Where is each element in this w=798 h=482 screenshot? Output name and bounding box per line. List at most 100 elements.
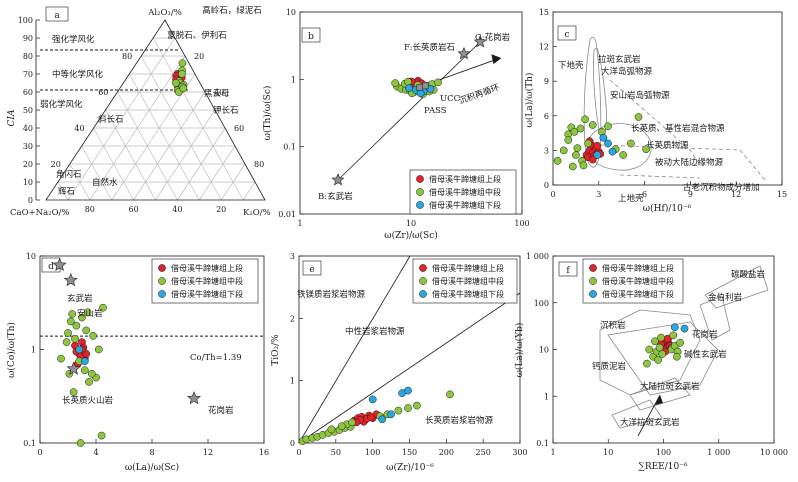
x-tick-label: 100 — [656, 448, 671, 457]
panel-e-points — [298, 386, 454, 445]
y-tick-label: 10 — [539, 346, 549, 355]
panel-e-xlabel: ω(Zr)/10⁻⁶ — [386, 462, 434, 473]
reference-star — [473, 35, 487, 48]
ref-label-ucc: UCC — [440, 94, 460, 104]
grid-line-cn — [93, 127, 134, 201]
y-tick-label: 3 — [544, 146, 549, 155]
base-tick-label: 60 — [129, 205, 139, 214]
legend-marker — [158, 290, 166, 298]
field-ocean-tholeiite: 大洋拉斑玄武岩 — [620, 417, 680, 428]
data-point — [337, 422, 346, 431]
cia-tick-label: 30 — [23, 142, 33, 151]
field-mixed-source: 长英质、基性岩混合物源 — [631, 123, 725, 134]
panel-a-label: a — [54, 11, 60, 21]
y-tick-label: 2 — [290, 314, 295, 323]
data-point — [570, 128, 579, 136]
data-point — [76, 439, 85, 447]
field-andesite-arc: 安山岩岛弧物源 — [610, 90, 670, 101]
data-point — [588, 155, 597, 164]
field-calcareous-mudstone: 钙质泥岩 — [592, 361, 627, 372]
panel-b-axes: 1 10 100 0.01 0.1 1 10 — [278, 8, 529, 228]
grid-line-k — [155, 109, 216, 201]
panel-e-label-box — [302, 260, 322, 276]
x-tick-label: 0 — [550, 190, 555, 199]
panel-c-ylabel: ω(La)/ω(Th) — [524, 73, 535, 128]
field-sedimentary: 沉积岩 — [600, 320, 626, 331]
x-tick-label: 150 — [402, 448, 417, 457]
data-point — [593, 141, 602, 150]
reference-star — [187, 391, 201, 405]
grid-line-k — [199, 145, 236, 201]
field-kimberlite: 金伯利岩 — [708, 292, 743, 303]
panel-f-label-box — [558, 261, 578, 277]
legend-marker — [589, 290, 597, 298]
panel-d-label: d — [48, 262, 54, 272]
y-tick-label: 15 — [539, 8, 549, 17]
cia-tick-label: 80 — [23, 52, 33, 61]
data-point — [559, 146, 568, 155]
mineral-kaolinite: 高岭石，绿泥石 — [202, 5, 262, 16]
data-point — [367, 413, 376, 422]
x-tick-label: 4 — [93, 448, 98, 457]
cia-tick-label: 10 — [23, 178, 33, 187]
panel-b-ylabel: ω(Th)/ω(Sc) — [262, 86, 273, 141]
co-th-line-label: Co/Th=1.39 — [190, 353, 242, 363]
panel-e: e 0 50 100 150 200 250 300 0 1 2 3 ω(Zr)/10⁻⁶ TiO₂… — [271, 252, 528, 473]
x-tick-label: 1 000 — [707, 448, 730, 457]
legend-marker — [158, 277, 166, 285]
ref-label-felsic-volcanic: 长英质火山岩 — [62, 395, 114, 406]
y-tick-label: 0.01 — [278, 210, 296, 219]
ternary-tick-labels: 80 60 40 20 20 40 60 80 80 60 40 20 — [51, 52, 265, 214]
mafic-intermediate-boundary — [298, 255, 411, 444]
data-point — [85, 378, 93, 386]
data-point — [57, 354, 65, 363]
y-tick-label: 3 — [290, 252, 295, 261]
panel-d-xlabel: ω(La)/ω(Sc) — [125, 462, 179, 473]
data-point — [64, 329, 72, 337]
data-point — [572, 151, 580, 159]
field-granite-f: 花岗岩 — [692, 329, 718, 340]
grid-line-cn — [105, 109, 156, 201]
data-point — [599, 133, 608, 142]
panel-b: b 1 10 100 0.01 0.1 1 10 ω(Zr)/ω(Sc) ω(Th)/ω(S… — [262, 8, 530, 241]
data-point — [657, 333, 665, 342]
panel-f-points — [643, 323, 689, 368]
data-point — [172, 79, 180, 87]
data-point — [69, 388, 78, 396]
data-point — [62, 338, 71, 346]
panel-c-label: c — [564, 30, 569, 40]
data-point — [327, 425, 336, 434]
base-tick-label: 80 — [85, 205, 95, 214]
panel-b-label: b — [308, 32, 314, 42]
legend-entry: 借母溪牛蹄塘组中段 — [429, 187, 501, 197]
data-point — [66, 317, 75, 326]
data-point — [416, 89, 425, 98]
data-point — [553, 156, 562, 165]
legend-entry: 借母溪牛蹄塘组下段 — [171, 289, 243, 299]
y-tick-label: 1 000 — [526, 252, 549, 261]
y-tick-label: 12 — [539, 43, 549, 52]
y-tick-label: 0 — [544, 181, 549, 190]
intermediate-felsic-boundary — [298, 292, 521, 444]
y-tick-label: 10 — [26, 252, 36, 261]
legend-marker — [419, 277, 427, 285]
ternary-grid — [57, 37, 256, 201]
ref-label-felsic: F:长英质岩石 — [404, 42, 455, 53]
right-edge-tick-label: 80 — [254, 160, 264, 169]
x-tick-label: 10 — [406, 219, 416, 228]
legend-marker — [589, 264, 597, 272]
panel-c: c 0 3 6 9 12 15 0 3 6 9 12 15 ω(Hf)/10⁻⁶ ω(La)/ω(Th… — [524, 8, 787, 214]
panel-c-xlabel: ω(Hf)/10⁻⁶ — [643, 203, 692, 214]
data-point — [446, 390, 454, 399]
data-point — [642, 145, 650, 154]
ref-label-andesite: 安山岩 — [77, 308, 103, 319]
data-point — [394, 406, 403, 415]
x-tick-label: 12 — [731, 190, 741, 199]
data-point — [581, 115, 589, 124]
panel-c-axes: 0 3 6 9 12 15 0 3 6 9 12 15 — [539, 8, 787, 199]
reference-star — [66, 361, 81, 375]
grid-line-cn — [57, 181, 69, 201]
